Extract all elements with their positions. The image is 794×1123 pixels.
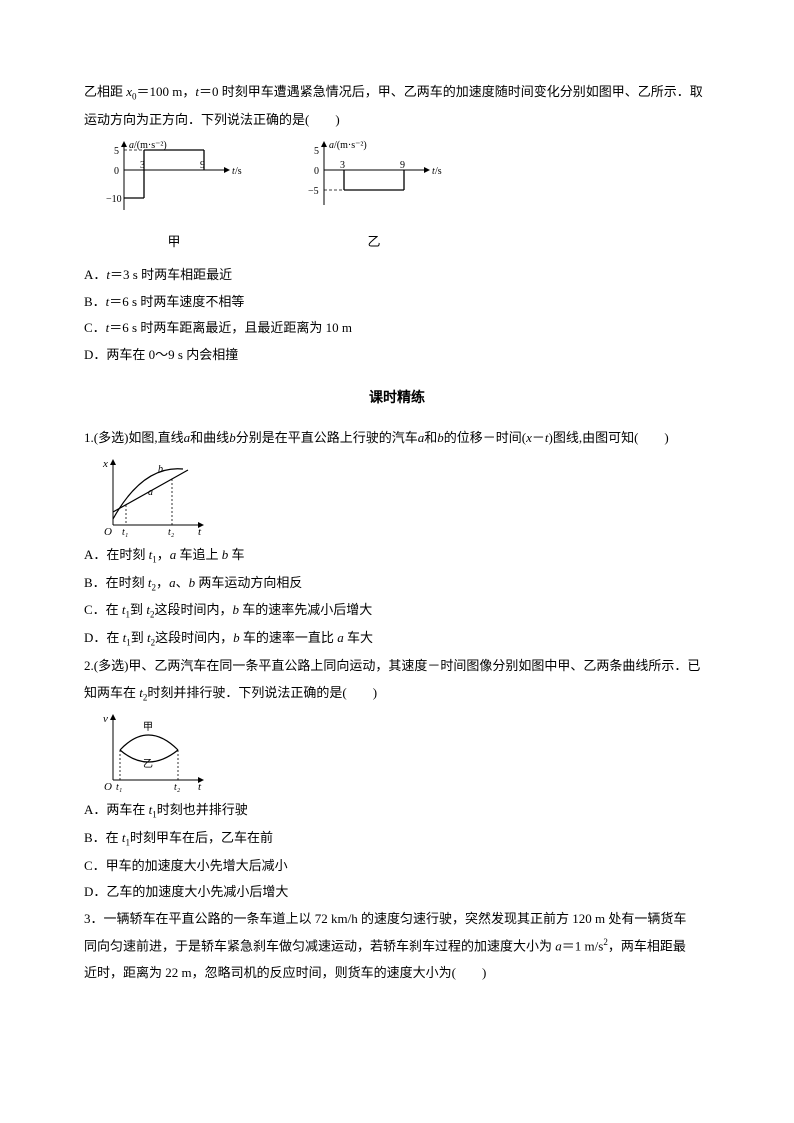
- svg-text:5: 5: [314, 146, 319, 157]
- svg-text:−10: −10: [106, 194, 122, 205]
- q2-B: B．在 t1时刻甲车在后，乙车在前: [84, 826, 710, 852]
- svg-text:3: 3: [340, 160, 345, 171]
- opt-B: B．t＝6 s 时两车速度不相等: [84, 290, 710, 315]
- q1-C: C．在 t1到 t2这段时间内，b 车的速率先减小后增大: [84, 598, 710, 624]
- svg-text:t: t: [198, 781, 202, 792]
- q1-A: A．在时刻 t1，a 车追上 b 车: [84, 543, 710, 569]
- q2-C: C．甲车的加速度大小先增大后减小: [84, 854, 710, 879]
- accel-diagrams: a/(m·s⁻²) t/s 5 0 −10 3 9 甲 a/(m·s⁻²) t/…: [104, 140, 710, 255]
- caption-jia: 甲: [104, 230, 244, 255]
- opt-A: A．t＝3 s 时两车相距最近: [84, 263, 710, 288]
- svg-text:t: t: [198, 526, 202, 537]
- svg-text:/s: /s: [435, 166, 442, 177]
- svg-text:乙: 乙: [143, 758, 153, 770]
- opt-D: D．两车在 0～9 s 内会相撞: [84, 343, 710, 368]
- svg-text:0: 0: [114, 166, 119, 177]
- svg-text:a: a: [148, 487, 153, 498]
- svg-text:−5: −5: [308, 186, 319, 197]
- chart-jia: a/(m·s⁻²) t/s 5 0 −10 3 9 甲: [104, 140, 244, 255]
- svg-text:t₂: t₂: [168, 527, 175, 537]
- svg-text:x: x: [102, 458, 108, 470]
- q3-line1: 3．一辆轿车在平直公路的一条车道上以 72 km/h 的速度匀速行驶，突然发现其…: [84, 907, 710, 932]
- q3-line3: 近时，距离为 22 m，忽略司机的反应时间，则货车的速度大小为( ): [84, 961, 710, 986]
- q3-line2: 同向匀速前进，于是轿车紧急刹车做匀减速运动，若轿车刹车过程的加速度大小为 a＝1…: [84, 934, 710, 959]
- intro-line2: 运动方向为正方向．下列说法正确的是( ): [84, 108, 710, 133]
- caption-yi: 乙: [304, 230, 444, 255]
- q1-D: D．在 t1到 t2这段时间内，b 车的速率一直比 a 车大: [84, 626, 710, 652]
- section-heading: 课时精练: [84, 386, 710, 413]
- svg-text:v: v: [103, 713, 108, 725]
- svg-text:5: 5: [114, 146, 119, 157]
- q2-A: A．两车在 t1时刻也并排行驶: [84, 798, 710, 824]
- q1-diagram: x t O a b t₁ t₂: [98, 457, 710, 537]
- intro-line1: 乙相距 x0＝100 m，t＝0 时刻甲车遭遇紧急情况后，甲、乙两车的加速度随时…: [84, 80, 710, 106]
- svg-text:O: O: [104, 526, 112, 537]
- svg-text:/(m·s⁻²): /(m·s⁻²): [334, 140, 367, 151]
- q1-B: B．在时刻 t2，a、b 两车运动方向相反: [84, 571, 710, 597]
- q1-text: 1.(多选)如图,直线a和曲线b分别是在平直公路上行驶的汽车a和b的位移－时间(…: [84, 426, 710, 451]
- q2-D: D．乙车的加速度大小先减小后增大: [84, 880, 710, 905]
- svg-text:9: 9: [400, 160, 405, 171]
- chart-yi: a/(m·s⁻²) t/s 5 0 −5 3 9 乙: [304, 140, 444, 255]
- svg-text:O: O: [104, 781, 112, 792]
- svg-text:t₁: t₁: [116, 782, 122, 792]
- q2-line1: 2.(多选)甲、乙两汽车在同一条平直公路上同向运动，其速度－时间图像分别如图中甲…: [84, 654, 710, 679]
- opt-C: C．t＝6 s 时两车距离最近，且最近距离为 10 m: [84, 316, 710, 341]
- svg-text:/s: /s: [235, 166, 242, 177]
- q2-diagram: v t O 甲 乙 t₁ t₂: [98, 712, 710, 792]
- svg-text:甲: 甲: [143, 722, 153, 733]
- svg-text:0: 0: [314, 166, 319, 177]
- svg-text:b: b: [158, 464, 163, 475]
- svg-text:t₁: t₁: [122, 527, 128, 537]
- q2-line2: 知两车在 t2时刻并排行驶．下列说法正确的是( ): [84, 681, 710, 707]
- svg-text:t₂: t₂: [174, 782, 181, 792]
